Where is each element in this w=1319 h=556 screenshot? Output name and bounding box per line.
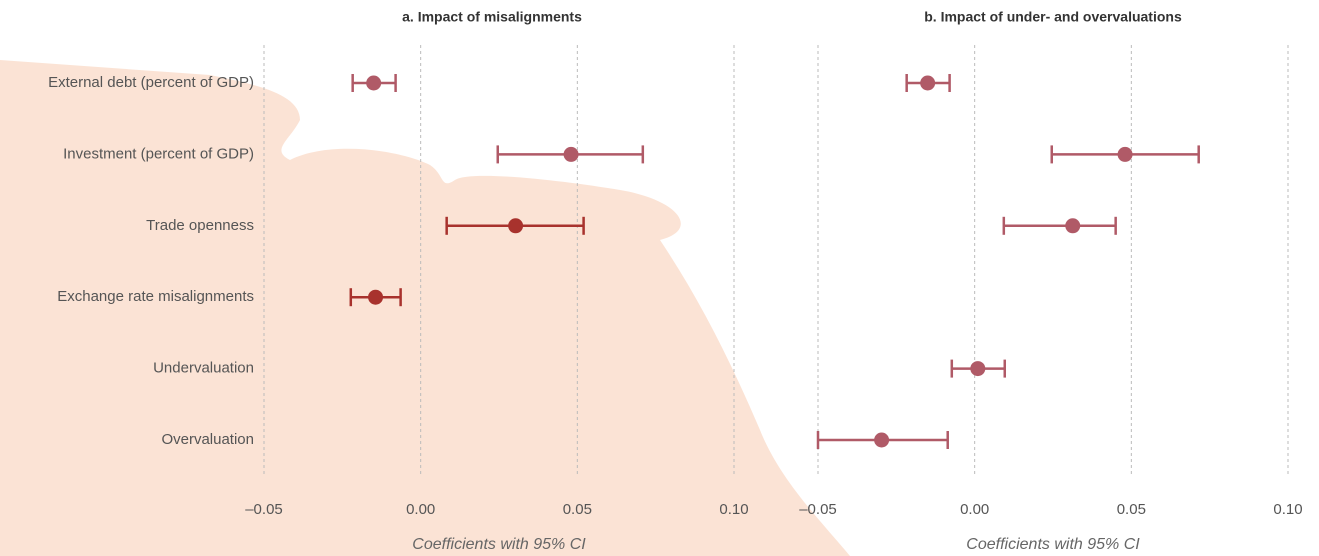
x-tick-label: 0.00 bbox=[960, 501, 989, 518]
point bbox=[874, 432, 890, 448]
y-tick-label: Investment (percent of GDP) bbox=[63, 145, 254, 162]
x-tick-label: 0.10 bbox=[1273, 501, 1302, 518]
x-tick-label: 0.10 bbox=[719, 501, 748, 518]
x-axis-label: Coefficients with 95% CI bbox=[412, 536, 586, 553]
panel-title: a. Impact of misalignments bbox=[402, 9, 582, 25]
y-tick-label: Overvaluation bbox=[161, 431, 254, 448]
x-tick-label: 0.05 bbox=[563, 501, 592, 518]
point bbox=[1117, 146, 1133, 162]
point bbox=[366, 75, 382, 91]
y-tick-label: External debt (percent of GDP) bbox=[48, 74, 254, 91]
point bbox=[920, 75, 936, 91]
x-tick-label: –0.05 bbox=[799, 501, 837, 518]
x-tick-label: 0.05 bbox=[1117, 501, 1146, 518]
panel-title: b. Impact of under- and overvaluations bbox=[924, 9, 1182, 25]
point bbox=[508, 218, 524, 234]
x-tick-label: –0.05 bbox=[245, 501, 283, 518]
y-tick-label: Exchange rate misalignments bbox=[57, 288, 254, 305]
background-shape bbox=[0, 60, 850, 556]
point bbox=[1065, 218, 1081, 234]
x-axis-label: Coefficients with 95% CI bbox=[966, 536, 1140, 553]
y-tick-label: Undervaluation bbox=[153, 360, 254, 377]
point bbox=[563, 146, 579, 162]
y-tick-label: Trade openness bbox=[146, 217, 254, 234]
point bbox=[368, 289, 384, 305]
x-tick-label: 0.00 bbox=[406, 501, 435, 518]
point bbox=[970, 361, 986, 377]
